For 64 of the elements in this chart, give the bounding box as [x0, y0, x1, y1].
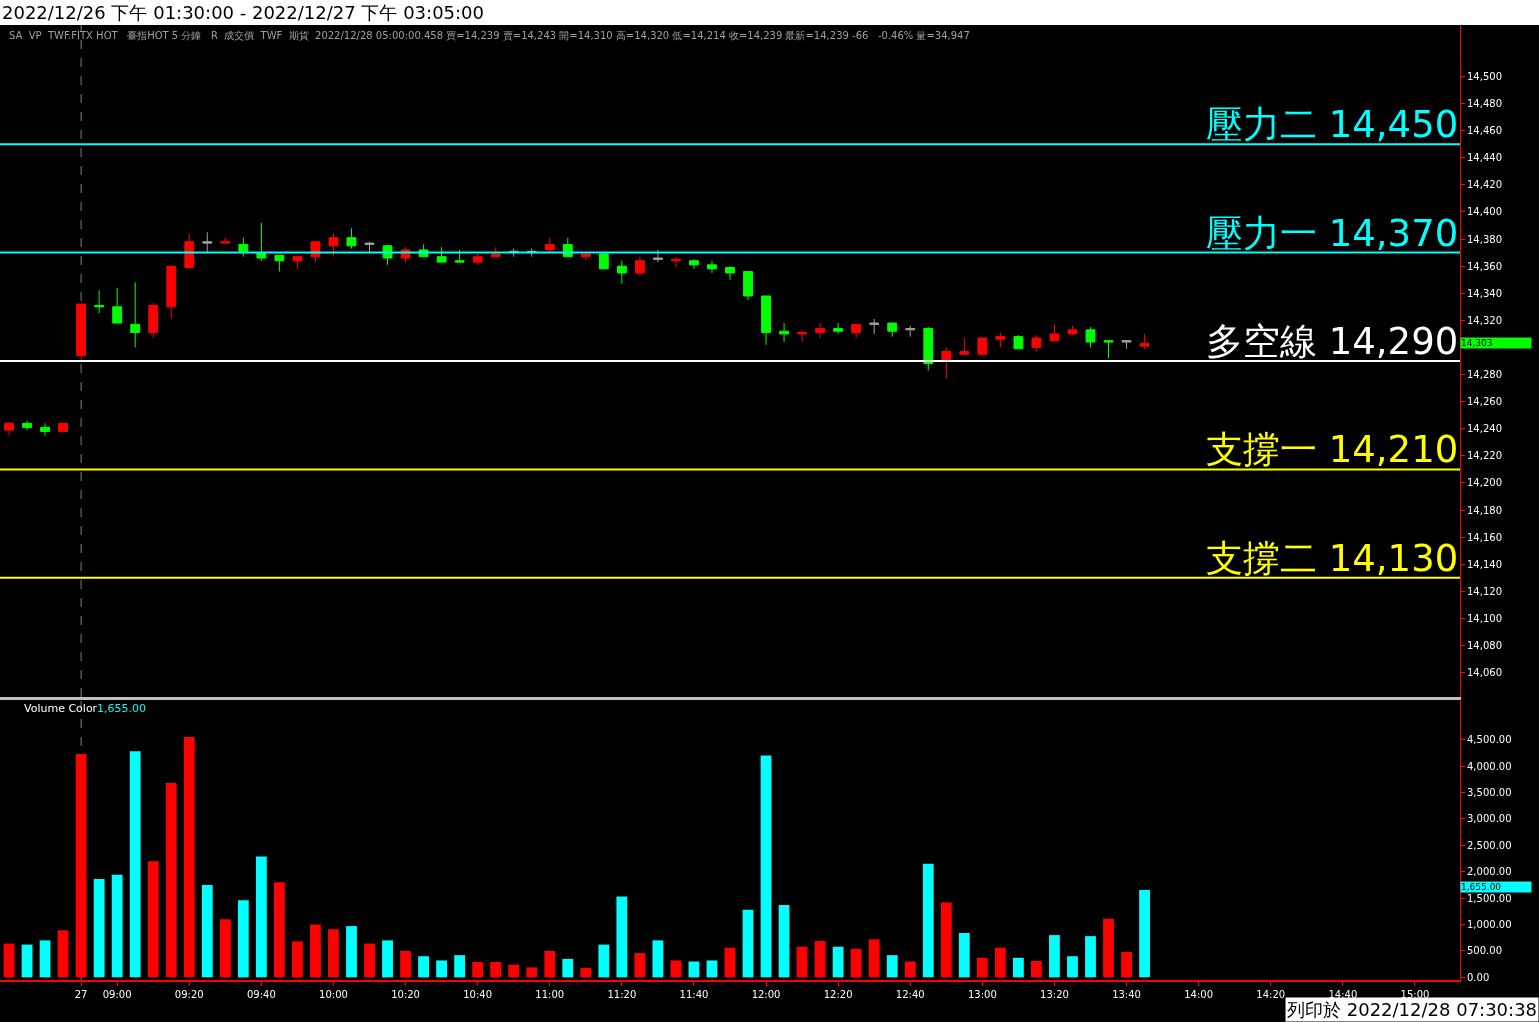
- y-tick-label: 14,400: [1467, 206, 1502, 218]
- y-tick-label: 14,500: [1467, 70, 1502, 82]
- x-tick-label: 10:40: [463, 989, 493, 1000]
- x-tick-label: 12:00: [751, 989, 781, 1000]
- annotation: 1,655.00: [1461, 882, 1502, 892]
- annotation: 1,655.00: [97, 702, 146, 715]
- x-tick-label: 13:40: [1112, 989, 1141, 1000]
- x-tick-label: 09:20: [174, 989, 204, 1000]
- y-tick-label: 14,360: [1467, 260, 1502, 272]
- x-tick-label: 13:00: [967, 989, 997, 1000]
- y-tick-label: 3,000.00: [1467, 813, 1512, 825]
- x-tick-label: 12:40: [895, 989, 925, 1000]
- y-tick-label: 14,180: [1467, 504, 1502, 516]
- y-tick-label: 2,000.00: [1467, 866, 1512, 878]
- y-tick-label: 14,160: [1467, 531, 1502, 543]
- ref-line-label: 多空線 14,290: [1206, 320, 1459, 363]
- y-tick-label: 14,080: [1467, 640, 1502, 652]
- x-tick-label: 11:00: [535, 989, 565, 1000]
- x-tick-label: 15:00: [1400, 989, 1430, 1000]
- y-tick-label: 14,420: [1467, 179, 1502, 191]
- y-tick-label: 14,480: [1467, 98, 1502, 110]
- y-tick-label: 14,340: [1467, 287, 1502, 299]
- x-tick-label: 11:40: [679, 989, 709, 1000]
- x-tick-label: 10:00: [319, 989, 348, 1000]
- y-tick-label: 500.00: [1467, 945, 1502, 957]
- x-tick-label: 14:20: [1256, 989, 1286, 1000]
- text: SA VP TWF.FITX HOT 臺指HOT 5 分鐘 R 成交價 TWF 期貨 2022/12/28 05:00:00.458 買=14,239 賣=14,243 開=14,310 高=14,320 低=14,214 收=14,239 最新=14,239 -66 -0.46% 量=34,947: [9, 30, 970, 41]
- x-tick-label: 09:00: [102, 989, 132, 1000]
- y-tick-label: 14,200: [1467, 477, 1502, 489]
- y-tick-label: 14,220: [1467, 450, 1502, 462]
- y-tick-label: 14,240: [1467, 423, 1502, 435]
- y-tick-label: 14,320: [1467, 314, 1502, 326]
- x-tick-label: 14:00: [1184, 989, 1214, 1000]
- y-tick-label: 0.00: [1467, 971, 1490, 983]
- text: 14,303: [1461, 338, 1493, 348]
- y-tick-label: 14,380: [1467, 233, 1502, 245]
- y-tick-label: 14,060: [1467, 667, 1502, 679]
- x-tick-label: 10:20: [391, 989, 420, 1000]
- chart-title: 2022/12/26 下午 01:30:00 - 2022/12/27 下午 03:05:00: [2, 2, 485, 23]
- y-tick-label: 4,500.00: [1467, 734, 1512, 746]
- annotation: Volume Color: [24, 702, 98, 715]
- x-tick-label: 12:20: [823, 989, 853, 1000]
- text: 列印於 2022/12/28 07:30:38: [1287, 999, 1538, 1020]
- y-tick-label: 14,440: [1467, 152, 1502, 164]
- y-tick-label: 1,000.00: [1467, 919, 1512, 931]
- y-tick-label: 14,120: [1467, 585, 1502, 597]
- ref-line-label: 壓力二 14,450: [1206, 103, 1459, 146]
- x-tick-label: 09:40: [246, 989, 276, 1000]
- y-tick-label: 2,500.00: [1467, 839, 1512, 851]
- x-tick-label: 27: [74, 989, 88, 1000]
- x-tick-label: 13:20: [1040, 989, 1069, 1000]
- x-tick-label: 11:20: [607, 989, 637, 1000]
- ref-line-label: 支撐二 14,130: [1206, 537, 1459, 580]
- y-tick-label: 14,460: [1467, 125, 1502, 137]
- y-tick-label: 14,140: [1467, 558, 1502, 570]
- x-tick-label: 14:40: [1328, 989, 1358, 1000]
- y-tick-label: 14,280: [1467, 369, 1502, 381]
- y-tick-label: 3,500.00: [1467, 786, 1512, 798]
- y-tick-label: 14,100: [1467, 612, 1502, 624]
- ref-line-label: 支撐一 14,210: [1206, 428, 1459, 471]
- y-tick-label: 14,260: [1467, 396, 1502, 408]
- ref-line-label: 壓力一 14,370: [1206, 212, 1459, 255]
- y-tick-label: 1,500.00: [1467, 892, 1512, 904]
- y-tick-label: 4,000.00: [1467, 760, 1512, 772]
